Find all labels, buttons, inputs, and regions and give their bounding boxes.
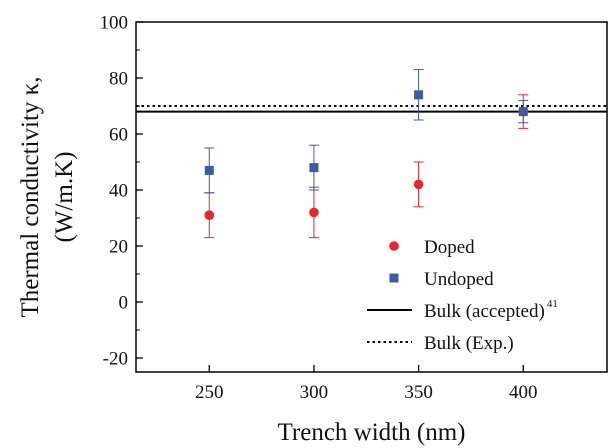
x-axis-title: Trench width (nm) (278, 419, 466, 446)
error-bars (204, 69, 529, 239)
legend-bulk-accepted-ref-superscript: 41 (547, 298, 558, 310)
y-tick-label: 0 (119, 293, 129, 314)
doped-point (204, 210, 215, 220)
legend-undoped-label: Undoped (424, 269, 494, 290)
x-tick-label: 350 (404, 382, 433, 403)
undoped-point (518, 107, 528, 117)
legend-undoped-swatch (389, 273, 399, 283)
y-tick-label: 80 (109, 69, 128, 90)
doped-point (413, 179, 424, 190)
legend-doped-swatch (389, 241, 399, 251)
legend: Doped Undoped Bulk (accepted) 41 Bulk (Exp.) (367, 237, 558, 354)
y-axis-title: Thermal conductivity κ, (W/m.K) (17, 76, 78, 317)
y-tick-label: -20 (103, 349, 128, 370)
legend-bulk-exp-label: Bulk (Exp.) (424, 333, 514, 354)
undoped-point (204, 165, 214, 175)
axis-ticks: 250 300 350 400 -20 0 20 40 60 80 100 (100, 13, 538, 404)
y-tick-label: 60 (109, 125, 128, 146)
y-axis-title-line1: Thermal conductivity κ, (17, 76, 44, 317)
legend-bulk-accepted-label: Bulk (accepted) (424, 301, 545, 322)
y-tick-label: 20 (109, 237, 128, 258)
x-tick-label: 250 (195, 382, 224, 403)
x-tick-label: 300 (300, 382, 329, 403)
reference-lines (136, 105, 607, 113)
data-markers (204, 90, 529, 220)
undoped-point (309, 163, 319, 173)
x-tick-label: 400 (509, 382, 538, 403)
undoped-point (414, 90, 424, 100)
y-tick-label: 100 (100, 13, 129, 34)
y-axis-title-line2: (W/m.K) (51, 152, 78, 243)
doped-point (309, 207, 319, 218)
y-tick-label: 40 (109, 181, 128, 202)
plot-frame (135, 21, 608, 373)
legend-doped-label: Doped (424, 237, 475, 258)
